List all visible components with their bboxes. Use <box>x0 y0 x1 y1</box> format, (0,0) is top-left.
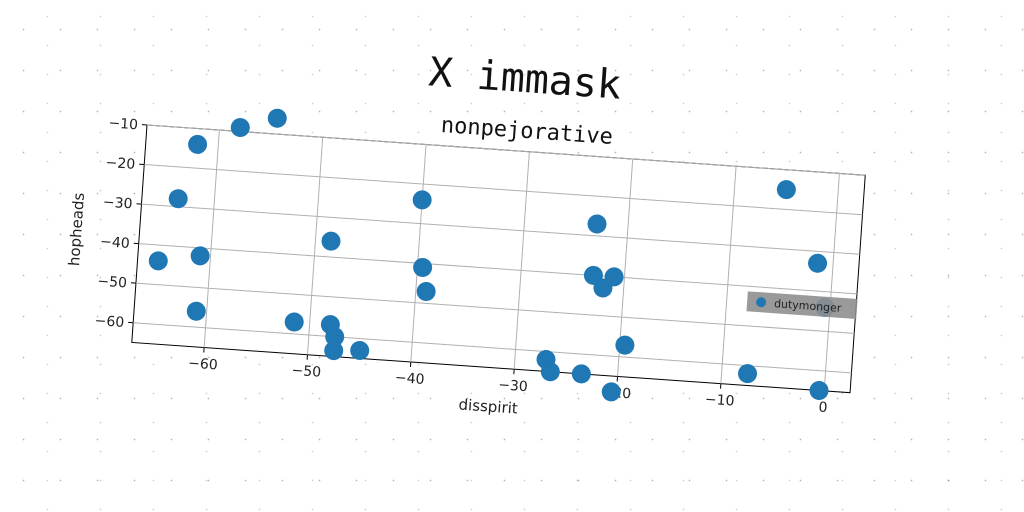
y-grid-line <box>135 282 855 334</box>
data-point <box>809 381 829 401</box>
data-point <box>325 327 345 347</box>
x-tick-label: −10 <box>704 392 735 410</box>
y-tick-label: −30 <box>102 194 133 212</box>
plot-frame <box>131 124 866 394</box>
data-point <box>413 257 433 277</box>
data-point <box>738 364 758 384</box>
legend: dutymonger <box>746 291 858 319</box>
x-tick-label: −40 <box>394 370 425 388</box>
data-point <box>601 382 621 402</box>
y-tick-label: −50 <box>97 273 128 291</box>
data-point <box>267 108 287 128</box>
data-point <box>284 312 304 332</box>
data-point <box>230 118 250 138</box>
x-grid-line <box>720 166 737 384</box>
y-tick-label: −20 <box>105 155 136 173</box>
x-axis-label: disspirit <box>458 395 518 417</box>
data-point <box>571 364 591 384</box>
x-tick-label: 0 <box>818 400 828 417</box>
legend-marker <box>756 297 767 308</box>
data-point <box>604 267 624 287</box>
data-point <box>186 301 206 321</box>
data-point <box>540 362 560 382</box>
plot-area: −60−50−40−30−20−100−10−20−30−40−50−60 di… <box>65 108 866 418</box>
y-grid-line <box>133 322 852 374</box>
x-tick-label: −60 <box>188 355 219 373</box>
data-point <box>148 251 168 271</box>
data-points <box>148 108 835 402</box>
data-point <box>190 246 210 266</box>
x-grid-line <box>410 144 427 363</box>
axis-ticks: −60−50−40−30−20−100−10−20−30−40−50−60 <box>94 115 828 417</box>
data-point <box>168 189 188 209</box>
data-point <box>350 340 370 360</box>
grid-lines <box>133 124 866 391</box>
data-point <box>321 231 341 251</box>
y-grid-line <box>146 124 866 176</box>
x-grid-line <box>823 173 840 391</box>
data-point <box>587 214 607 234</box>
y-grid-line <box>144 164 863 216</box>
data-point <box>416 282 436 302</box>
x-grid-line <box>513 151 530 370</box>
y-tick-label: −10 <box>108 115 139 133</box>
y-tick-label: −40 <box>100 234 131 252</box>
y-tick-label: −60 <box>94 313 125 331</box>
y-grid-line <box>138 243 857 295</box>
x-tick-label: −30 <box>498 377 529 395</box>
data-point <box>324 341 344 361</box>
x-grid-line <box>203 130 220 348</box>
x-tick-label: −50 <box>291 363 322 381</box>
chart-title: X immask <box>427 49 622 108</box>
chart-subtitle: nonpejorative <box>440 113 614 150</box>
y-grid-line <box>141 203 860 255</box>
y-axis-label: hopheads <box>65 192 88 267</box>
data-point <box>615 335 635 355</box>
data-point <box>188 134 208 154</box>
data-point <box>808 253 828 273</box>
data-point <box>776 180 796 200</box>
legend-label: dutymonger <box>774 297 843 315</box>
x-grid-line <box>306 137 324 355</box>
legend-box <box>746 291 858 319</box>
data-point <box>412 190 432 210</box>
